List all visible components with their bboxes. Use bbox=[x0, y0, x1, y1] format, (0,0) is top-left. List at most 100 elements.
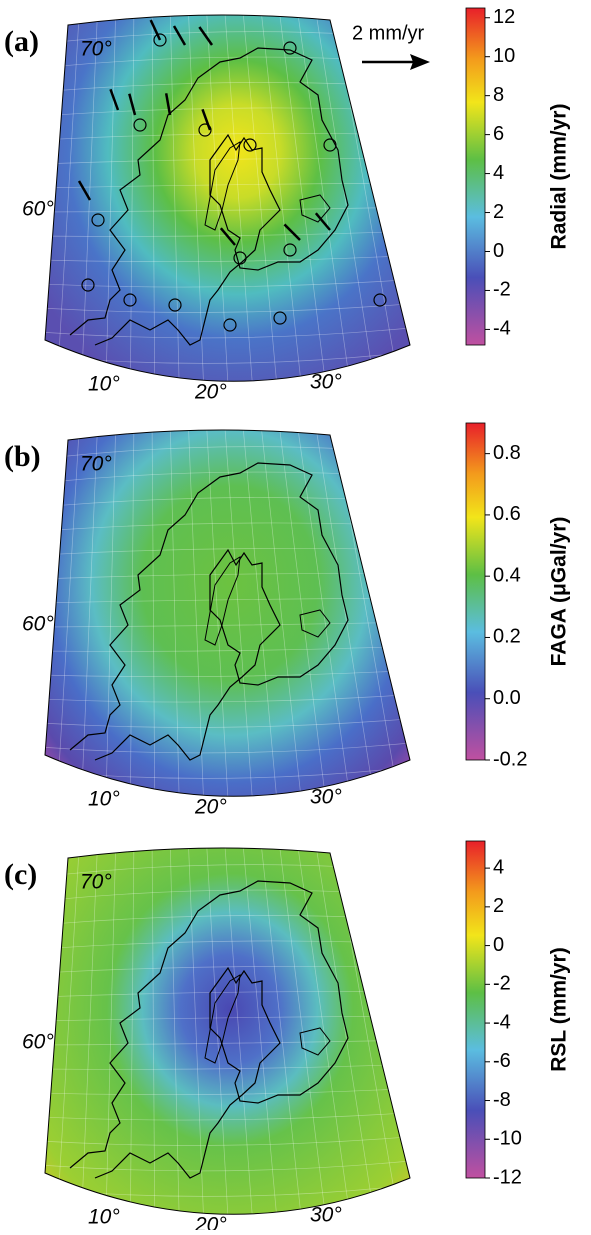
parallel bbox=[45, 278, 410, 288]
vector-ellipse bbox=[373, 293, 387, 307]
panel-label: (a) bbox=[4, 25, 39, 58]
vector-ellipse bbox=[123, 293, 137, 307]
scale-label: 2 mm/yr bbox=[352, 22, 425, 44]
meridian bbox=[277, 848, 331, 1215]
meridian bbox=[79, 848, 99, 1215]
parallel bbox=[45, 693, 410, 703]
vector bbox=[172, 25, 187, 46]
meridian bbox=[129, 848, 135, 1215]
lat-label: 70° bbox=[80, 38, 112, 61]
vector-ellipse bbox=[133, 118, 147, 132]
colorbar-tick-label: 0.4 bbox=[493, 564, 521, 586]
lat-label: 60° bbox=[22, 613, 54, 636]
lon-label: 10° bbox=[88, 373, 120, 396]
panel: (c) 70° 60° 10° 20° 30° 4 2 0 -2 -4 -6 -8 -10 -12 RSL (… bbox=[4, 840, 571, 1235]
parallel bbox=[45, 741, 410, 754]
meridian bbox=[79, 430, 99, 797]
vector-ellipse bbox=[273, 311, 287, 325]
meridian bbox=[129, 15, 135, 382]
lon-label: 20° bbox=[194, 381, 227, 404]
meridian bbox=[313, 430, 381, 797]
colorbar bbox=[465, 7, 486, 346]
colorbar-tick-label: -12 bbox=[493, 1166, 522, 1188]
colorbar bbox=[465, 422, 486, 761]
colorbar-tick-label: 8 bbox=[493, 84, 504, 106]
vector bbox=[77, 180, 92, 201]
meridian bbox=[104, 15, 117, 382]
colorbar-tick-label: -10 bbox=[493, 1128, 522, 1150]
parallel bbox=[45, 1111, 410, 1121]
colorbar-tick-label: -2 bbox=[493, 279, 511, 301]
vector bbox=[219, 227, 236, 246]
meridian bbox=[241, 430, 281, 797]
vector-ellipse bbox=[233, 251, 247, 265]
map-frame bbox=[44, 14, 411, 382]
colorbar-tick-label: 2 bbox=[493, 201, 504, 223]
meridian bbox=[151, 848, 156, 1215]
parallel bbox=[45, 669, 410, 678]
parallel bbox=[45, 230, 410, 237]
vector-ellipse bbox=[243, 138, 257, 152]
parallel bbox=[45, 1087, 410, 1096]
meridian bbox=[259, 848, 306, 1215]
vector bbox=[198, 26, 214, 46]
colorbar-tick-label: 0.2 bbox=[493, 626, 521, 648]
meridian bbox=[295, 430, 356, 797]
vector bbox=[109, 88, 120, 111]
scale-arrowhead bbox=[410, 54, 430, 70]
panel-label: (c) bbox=[4, 858, 37, 891]
lon-label: 30° bbox=[310, 1204, 342, 1227]
colorbar-tick-label: 0.8 bbox=[493, 442, 521, 464]
meridian bbox=[295, 15, 356, 382]
colorbar-title: Radial (mm/yr) bbox=[548, 104, 571, 250]
colorbar-tick-label: -4 bbox=[493, 1011, 511, 1033]
vector-ellipse bbox=[168, 298, 182, 312]
vector-ellipse bbox=[91, 213, 105, 227]
lat-label: 60° bbox=[22, 1031, 54, 1054]
vector-ellipse bbox=[283, 41, 297, 55]
colorbar-tick-label: 0 bbox=[493, 934, 504, 956]
lon-label: 20° bbox=[194, 796, 227, 819]
meridian bbox=[79, 15, 99, 382]
meridian bbox=[151, 15, 156, 382]
parallel bbox=[45, 1039, 410, 1046]
vector-ellipse bbox=[81, 278, 95, 292]
lon-label: 30° bbox=[310, 786, 342, 809]
lon-label: 20° bbox=[194, 1214, 227, 1230]
meridian bbox=[277, 430, 331, 797]
lat-label: 70° bbox=[80, 871, 112, 894]
colorbar-tick-label: 2 bbox=[493, 895, 504, 917]
vector-ellipse bbox=[153, 33, 167, 47]
vector bbox=[164, 93, 172, 116]
colorbar-tick-label: -6 bbox=[493, 1050, 511, 1072]
meridian bbox=[241, 848, 281, 1215]
vector bbox=[149, 19, 162, 41]
map-frame bbox=[44, 847, 411, 1215]
colorbar-tick-label: 10 bbox=[493, 45, 515, 67]
vector-ellipse bbox=[223, 318, 237, 332]
parallel bbox=[45, 1135, 410, 1146]
meridian bbox=[151, 430, 156, 797]
meridian bbox=[223, 15, 256, 382]
colorbar bbox=[465, 840, 486, 1179]
vector bbox=[128, 93, 137, 116]
meridian bbox=[104, 430, 117, 797]
parallel bbox=[45, 717, 410, 728]
colorbar-title: FAGA (μGal/yr) bbox=[548, 517, 571, 667]
parallel bbox=[45, 206, 410, 213]
meridian bbox=[223, 430, 256, 797]
colorbar-title: RSL (mm/yr) bbox=[548, 947, 571, 1071]
lon-label: 10° bbox=[88, 1206, 120, 1229]
meridian bbox=[129, 430, 135, 797]
panel: (a) 70° 60° 10° 20° 30° 2 mm/yr 12 10 8 6 4 2 0 -2 -4 Ra… bbox=[4, 6, 571, 404]
vector-ellipse bbox=[323, 138, 337, 152]
meridian bbox=[241, 15, 281, 382]
parallel bbox=[45, 1159, 410, 1172]
meridian bbox=[169, 848, 181, 1215]
colorbar-tick-label: 4 bbox=[493, 162, 504, 184]
vector bbox=[201, 108, 212, 131]
panel-label: (b) bbox=[4, 440, 41, 473]
parallel bbox=[45, 645, 410, 652]
parallel bbox=[45, 302, 410, 313]
